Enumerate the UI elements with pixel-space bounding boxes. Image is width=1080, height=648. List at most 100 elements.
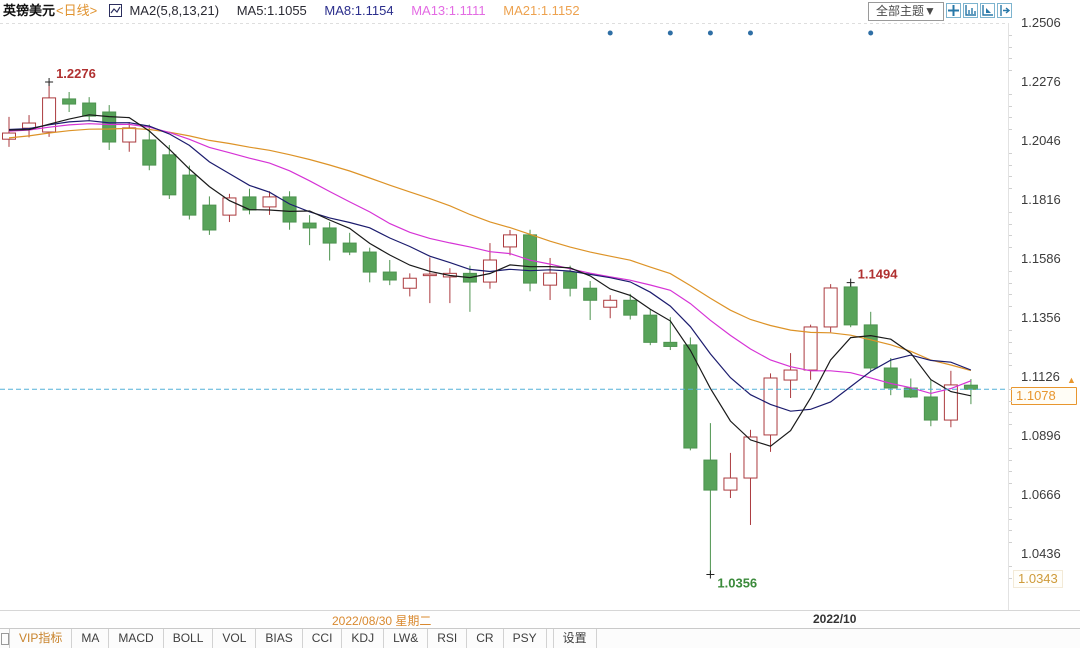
indicator-tab-设置[interactable]: 设置: [552, 629, 597, 648]
axis-minor-tick: [1009, 565, 1012, 567]
axis-minor-tick: [1009, 424, 1012, 426]
axis-minor-tick: [1009, 329, 1012, 331]
indicator-tab-BOLL[interactable]: BOLL: [164, 629, 214, 648]
selected-date-label: 2022/08/30 星期二: [332, 614, 432, 628]
candle-body: [943, 384, 958, 421]
indicator-tab-PSY[interactable]: PSY: [504, 629, 547, 648]
axes-play-icon[interactable]: [980, 3, 995, 18]
axis-label: 1.1586: [1021, 250, 1061, 266]
high-annotation: 1.1494: [858, 267, 899, 282]
axis-minor-tick: [1009, 388, 1012, 390]
indicator-tab-MACD[interactable]: MACD: [109, 629, 164, 648]
high-annotation: 1.2276: [56, 66, 96, 81]
candlestick-chart[interactable]: 1.2276 1.1494 1.0356: [0, 23, 1008, 610]
indicator-tab-RSI[interactable]: RSI: [428, 629, 468, 648]
theme-dropdown[interactable]: 全部主题▼: [868, 2, 944, 21]
axis-minor-tick: [1009, 459, 1012, 461]
pan-crosshair-icon[interactable]: [946, 3, 961, 18]
candle-body: [382, 271, 397, 281]
candle-body: [342, 242, 357, 253]
axis-label: 1.0436: [1021, 545, 1061, 561]
indicator-tab-BIAS[interactable]: BIAS: [256, 629, 303, 648]
candle-body: [62, 98, 77, 105]
event-dot[interactable]: [707, 30, 713, 36]
pan-right-icon[interactable]: [997, 3, 1012, 18]
event-dot[interactable]: [868, 30, 874, 36]
axis-minor-tick: [1009, 282, 1012, 284]
axis-minor-tick: [1009, 530, 1012, 532]
axis-minor-tick: [1009, 270, 1012, 272]
axis-minor-tick: [1009, 294, 1012, 296]
indicator-tab-MA[interactable]: MA: [72, 629, 110, 648]
axis-label: 1.1126: [1021, 368, 1060, 384]
axis-bottom-label: 1.0343: [1013, 569, 1063, 588]
axis-minor-tick: [1009, 152, 1012, 154]
candle-body: [743, 436, 758, 479]
axis-minor-tick: [1009, 518, 1012, 520]
ma13-line: [8, 123, 972, 395]
price-axis: ▲ 1.1078 1.0343 1.2506 1.2276 1.2046 1.1816…: [1008, 15, 1080, 610]
axis-minor-tick: [1009, 447, 1012, 449]
axis-label: 1.0896: [1021, 427, 1061, 443]
candle-body: [563, 271, 578, 289]
tabbar-scroll-stub[interactable]: [0, 629, 10, 648]
candle-body: [703, 459, 718, 491]
indicator-tab-LW&[interactable]: LW&: [384, 629, 429, 648]
axis-minor-tick: [1009, 188, 1012, 190]
ma8-value: MA8:1.1154: [324, 3, 394, 18]
high-marker-icon: [846, 278, 855, 287]
candle-body: [723, 477, 738, 491]
candle-body: [683, 344, 698, 449]
candle-body: [863, 324, 878, 369]
candle-body: [643, 314, 658, 343]
ma8-line: [8, 120, 972, 412]
axis-minor-tick: [1009, 105, 1012, 107]
candle-body: [543, 272, 558, 286]
indicator-tab-KDJ[interactable]: KDJ: [342, 629, 385, 648]
month-label: 2022/10: [813, 612, 857, 626]
candle-body: [362, 251, 377, 273]
ma13-value: MA13:1.1111: [411, 3, 486, 18]
chart-header: 英镑美元<日线> MA2(5,8,13,21) MA5:1.1055 MA8:1…: [0, 0, 1080, 23]
ma5-value: MA5:1.1055: [236, 3, 307, 18]
axis-minor-tick: [1009, 412, 1012, 414]
indicator-tab-VOL[interactable]: VOL: [213, 629, 257, 648]
candle-body: [583, 287, 598, 301]
axis-minor-tick: [1009, 129, 1012, 131]
candle-body: [803, 326, 818, 371]
axis-minor-tick: [1009, 223, 1012, 225]
candle-body: [503, 234, 517, 248]
candle-body: [102, 111, 117, 143]
axis-minor-tick: [1009, 164, 1012, 166]
axis-minor-tick: [1009, 471, 1012, 473]
kline-icon[interactable]: [108, 2, 122, 24]
candle-body: [623, 299, 638, 316]
event-dot[interactable]: [607, 30, 613, 36]
candle-body: [402, 277, 417, 289]
event-dot[interactable]: [667, 30, 673, 36]
candle-body: [282, 196, 297, 223]
candle-body: [302, 222, 317, 229]
candle-body: [823, 287, 838, 328]
indicator-tab-CR[interactable]: CR: [467, 629, 504, 648]
candle-body: [783, 369, 798, 381]
ma-group-label: MA2(5,8,13,21): [129, 3, 220, 18]
candle-body: [322, 227, 337, 244]
indicator-tab-CCI[interactable]: CCI: [303, 629, 343, 648]
axis-minor-tick: [1009, 235, 1012, 237]
high-marker-icon: [45, 77, 54, 86]
axis-minor-tick: [1009, 577, 1012, 579]
axes-bars-icon[interactable]: [963, 3, 978, 18]
candle-body: [262, 196, 277, 208]
axis-label: 1.2506: [1021, 15, 1061, 30]
candle-body: [162, 154, 177, 196]
axis-minor-tick: [1009, 117, 1012, 119]
low-annotation: 1.0356: [717, 575, 757, 590]
indicator-tab-VIP指标[interactable]: VIP指标: [10, 629, 73, 648]
axis-minor-tick: [1009, 247, 1012, 249]
event-dot[interactable]: [747, 30, 753, 36]
axis-minor-tick: [1009, 365, 1012, 367]
period-label[interactable]: <日线>: [56, 3, 98, 18]
candle-body: [663, 341, 678, 347]
